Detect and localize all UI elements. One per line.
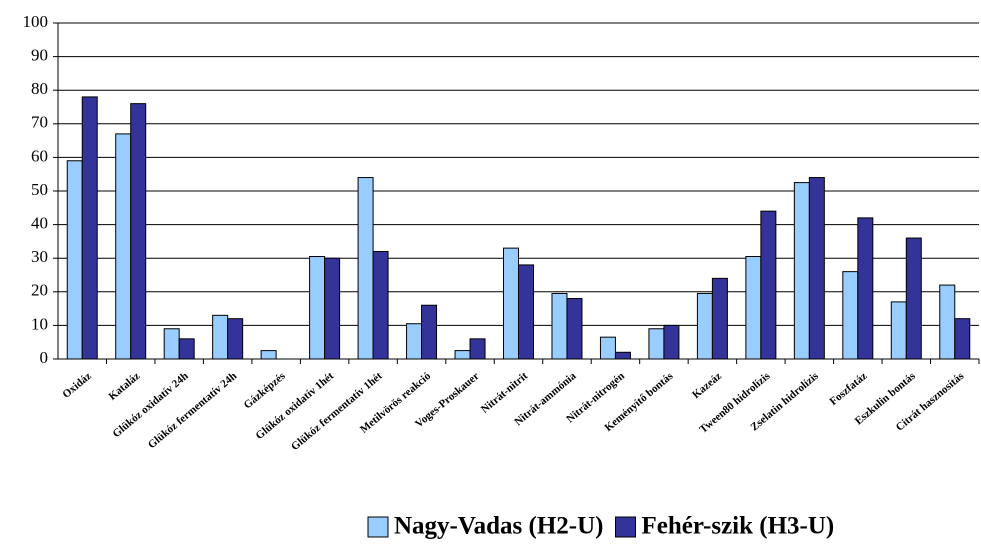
legend-label: Fehér-szik (H3-U) bbox=[642, 513, 835, 540]
x-tick-label: Glükóz fermentatív 24h bbox=[146, 370, 239, 451]
bar bbox=[648, 328, 665, 360]
bar bbox=[260, 350, 277, 360]
bar bbox=[696, 292, 713, 360]
bar bbox=[711, 277, 728, 360]
bar bbox=[469, 338, 486, 360]
bar bbox=[890, 301, 907, 360]
y-tick-label: 70 bbox=[31, 113, 48, 132]
bar bbox=[81, 96, 98, 360]
bar bbox=[130, 103, 147, 360]
y-tick-label: 10 bbox=[31, 314, 48, 333]
y-tick-label: 80 bbox=[31, 79, 48, 98]
legend-swatch bbox=[367, 516, 389, 538]
bar bbox=[309, 256, 326, 360]
bar bbox=[324, 257, 341, 360]
x-tick-label: Glükóz fermentatív 1hét bbox=[289, 370, 385, 453]
bar bbox=[212, 314, 229, 360]
y-tick-label: 0 bbox=[40, 348, 49, 367]
bar bbox=[614, 351, 631, 360]
legend-label: Nagy-Vadas (H2-U) bbox=[394, 513, 604, 540]
bar bbox=[808, 177, 825, 360]
bar bbox=[372, 250, 389, 360]
y-tick-label: 60 bbox=[31, 146, 48, 165]
bar bbox=[745, 256, 762, 360]
y-tick-label: 50 bbox=[31, 180, 48, 199]
y-tick-label: 30 bbox=[31, 247, 48, 266]
bar bbox=[454, 350, 471, 360]
bar bbox=[163, 328, 180, 360]
bar bbox=[663, 324, 680, 360]
legend-swatch bbox=[615, 516, 636, 538]
bar bbox=[227, 318, 244, 360]
x-tick-label: Foszfatáz bbox=[827, 370, 869, 408]
bar bbox=[406, 323, 423, 360]
bar bbox=[566, 298, 583, 360]
y-tick-label: 20 bbox=[31, 281, 48, 300]
x-tick-label: Nitrát-nitrit bbox=[479, 370, 530, 416]
bar bbox=[954, 318, 971, 360]
bar bbox=[760, 210, 777, 360]
bar bbox=[857, 217, 874, 360]
bar bbox=[599, 336, 616, 360]
y-tick-label: 40 bbox=[31, 214, 48, 233]
x-tick-label: Kataláz bbox=[106, 370, 142, 403]
bar bbox=[421, 304, 438, 360]
y-tick-label: 90 bbox=[31, 46, 48, 65]
bar bbox=[793, 182, 810, 360]
bar bbox=[357, 177, 374, 360]
bar bbox=[842, 271, 859, 360]
x-tick-label: Oxidáz bbox=[60, 370, 94, 401]
bar bbox=[518, 264, 534, 360]
x-tick-label: Kazeáz bbox=[690, 370, 724, 401]
bar bbox=[939, 284, 956, 360]
bar bbox=[905, 237, 922, 360]
bar bbox=[503, 247, 519, 360]
x-tick-label: Gázképzés bbox=[242, 370, 289, 412]
y-tick-label: 100 bbox=[23, 12, 49, 31]
bar bbox=[66, 160, 83, 360]
bar bbox=[178, 338, 195, 360]
bar bbox=[115, 133, 132, 360]
bar bbox=[551, 292, 568, 360]
